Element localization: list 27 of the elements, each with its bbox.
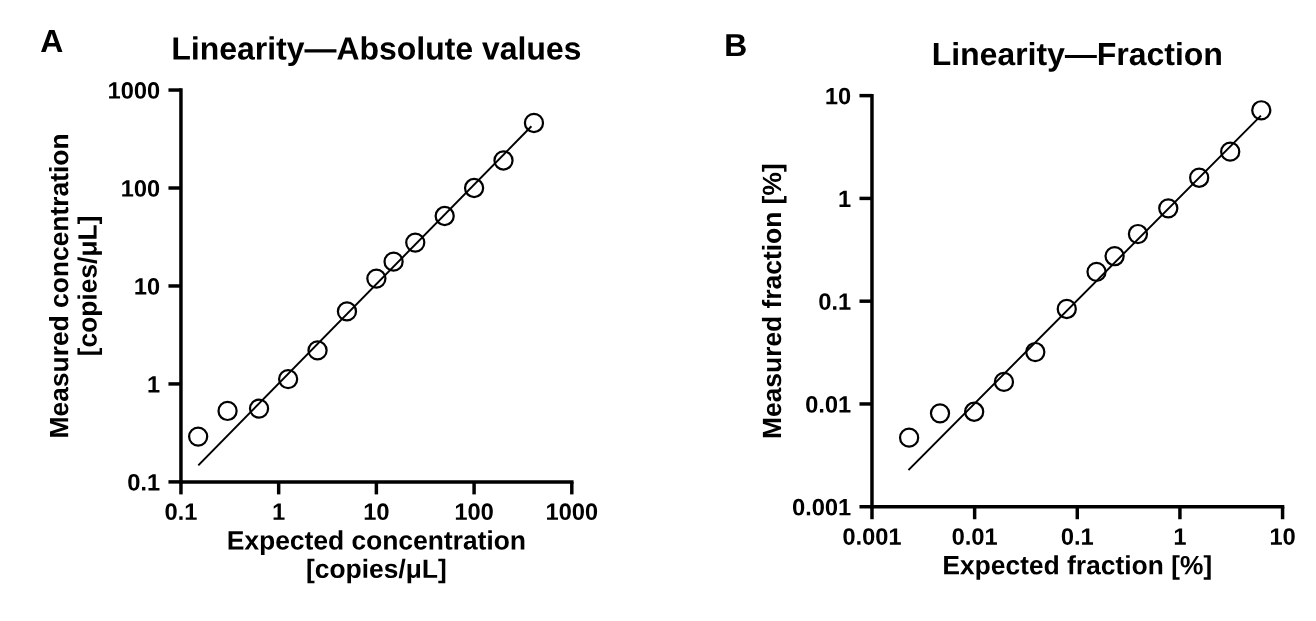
x-tick-label: 100 — [455, 503, 493, 521]
x-tick-label: 0.01 — [952, 528, 997, 545]
x-tick-label: 0.1 — [165, 503, 197, 521]
y-tick-label: 10 — [826, 87, 851, 105]
x-tick-label: 0.001 — [843, 528, 901, 545]
y-axis-title: Measured fraction [%] — [761, 164, 787, 438]
y-tick-label: 1000 — [109, 82, 160, 99]
y-tick-label: 1 — [839, 190, 851, 207]
x-tick-label: 0.1 — [1061, 528, 1094, 545]
x-tick-label: 1 — [1174, 528, 1186, 545]
text: A — [41, 30, 63, 53]
y-tick-label: 0.1 — [819, 293, 851, 310]
x-axis-title: Expected concentration [copies/μL] — [228, 530, 525, 584]
x-tick-label: 1 — [273, 503, 285, 520]
y-tick-label: 10 — [135, 278, 160, 295]
y-axis-title: Measured concentration [copies/μL] — [49, 135, 103, 437]
y-tick-label: 0.01 — [806, 396, 851, 413]
x-tick-label: 1000 — [547, 503, 598, 521]
chart-title: Linearity—Absolute values — [173, 36, 581, 67]
y-tick-label: 0.1 — [128, 473, 160, 491]
x-tick-label: 10 — [1270, 528, 1295, 545]
x-tick-label: 10 — [364, 503, 389, 521]
y-tick-label: 1 — [148, 376, 160, 393]
y-tick-label: 100 — [122, 180, 160, 197]
x-axis-title: Expected fraction [%] — [944, 555, 1211, 580]
chart-title: Linearity—Fraction — [933, 41, 1221, 72]
text: B — [726, 34, 746, 57]
